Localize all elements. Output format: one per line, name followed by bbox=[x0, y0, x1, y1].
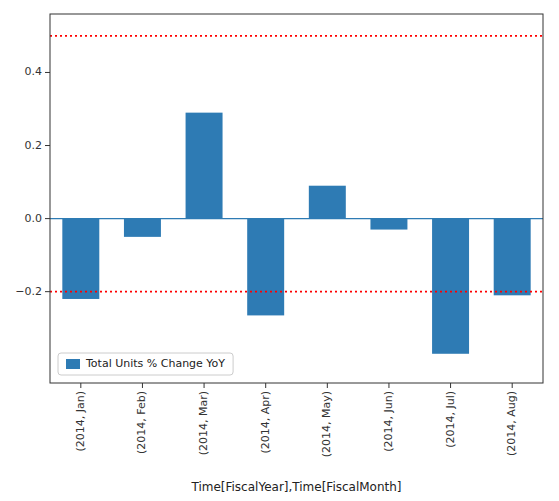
bar bbox=[124, 219, 161, 237]
legend-box bbox=[58, 353, 233, 375]
y-tick bbox=[45, 218, 50, 219]
y-tick-label: −0.2 bbox=[15, 285, 42, 298]
bar bbox=[494, 219, 531, 296]
y-tick bbox=[45, 291, 50, 292]
y-tick-label: 0.2 bbox=[25, 139, 43, 152]
reference-line bbox=[50, 291, 543, 293]
y-tick-label: 0.0 bbox=[25, 212, 43, 225]
x-tick bbox=[512, 383, 513, 388]
x-tick bbox=[327, 383, 328, 388]
plot-background bbox=[50, 14, 543, 383]
x-tick bbox=[142, 383, 143, 388]
bar bbox=[247, 219, 284, 316]
x-tick bbox=[204, 383, 205, 388]
legend-label: Total Units % Change YoY bbox=[85, 357, 225, 370]
x-tick-label: (2014, Aug) bbox=[505, 391, 518, 456]
x-tick-label: (2014, Jun) bbox=[382, 391, 395, 452]
reference-line bbox=[50, 35, 543, 37]
x-tick-label: (2014, Jul) bbox=[444, 391, 457, 448]
y-tick bbox=[45, 72, 50, 73]
x-tick bbox=[450, 383, 451, 388]
x-tick-label: (2014, Feb) bbox=[135, 391, 148, 454]
plot-area bbox=[50, 36, 543, 354]
plot-frame bbox=[50, 14, 543, 383]
bar bbox=[370, 219, 407, 230]
x-tick-label: (2014, Jan) bbox=[74, 391, 87, 452]
legend-swatch bbox=[66, 359, 80, 369]
x-tick bbox=[388, 383, 389, 388]
x-tick bbox=[80, 383, 81, 388]
x-tick-label: (2014, Mar) bbox=[197, 391, 210, 455]
bar bbox=[309, 186, 346, 219]
y-tick bbox=[45, 145, 50, 146]
x-tick-label: (2014, May) bbox=[320, 391, 333, 457]
bar bbox=[186, 113, 223, 219]
bar bbox=[432, 219, 469, 354]
chart: −0.2 0.0 0.2 0.4 (2014, Jan) (2014, Feb) (2014… bbox=[0, 0, 559, 501]
x-tick bbox=[265, 383, 266, 388]
x-axis-label: Time[FiscalYear],Time[FiscalMonth] bbox=[190, 480, 401, 494]
legend: Total Units % Change YoY bbox=[58, 353, 233, 375]
bar bbox=[62, 219, 99, 299]
y-tick-label: 0.4 bbox=[25, 65, 43, 78]
x-tick-label: (2014, Apr) bbox=[259, 391, 272, 454]
